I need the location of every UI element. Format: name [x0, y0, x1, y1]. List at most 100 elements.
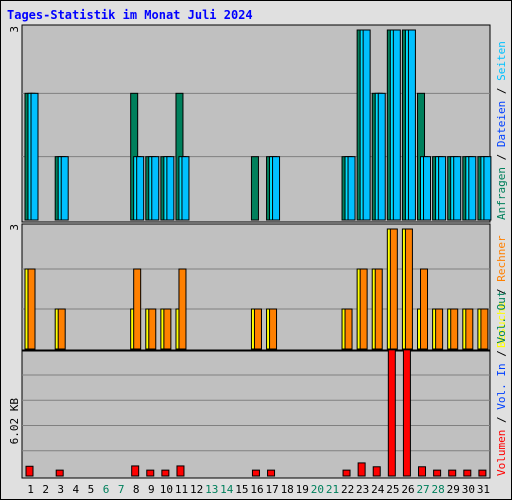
legend-entry: Rechner: [495, 235, 508, 282]
legend-entry: Dateien: [495, 101, 508, 147]
seiten-bar: [347, 156, 356, 221]
x-tick-label: 4: [73, 483, 80, 496]
chart-title: Tages-Statistik im Monat Juli 2024: [7, 8, 253, 22]
seiten-bar: [483, 156, 492, 221]
x-tick-label: 16: [250, 483, 263, 496]
volumen-bar: [402, 349, 411, 477]
x-tick-label: 23: [356, 483, 369, 496]
volumen-bar: [357, 462, 366, 477]
x-tick-label: 20: [311, 483, 324, 496]
legend-top: Anfragen / Dateien / Seiten: [495, 41, 508, 220]
volumen-bar: [25, 465, 34, 477]
x-tick-label: 21: [326, 483, 339, 496]
legend-separator: /: [495, 410, 508, 430]
volumen-bar: [418, 466, 427, 477]
rechner-bar: [359, 268, 368, 350]
rechner-bar: [269, 308, 278, 350]
plot-area-3: [21, 350, 491, 479]
rechner-bar: [420, 268, 429, 350]
volumen-bar: [448, 469, 457, 477]
legend-bottom: Volumen / Vol. In / Vol. Out: [495, 291, 508, 476]
seiten-bar: [362, 29, 371, 221]
x-tick-label: 9: [148, 483, 155, 496]
x-tick-label: 30: [462, 483, 475, 496]
rechner-bar: [374, 268, 383, 350]
seiten-bar: [392, 29, 401, 221]
rechner-bar: [480, 308, 489, 350]
rechner-bar: [389, 228, 398, 350]
seiten-bar: [166, 156, 175, 221]
legend-middle: Besuche / Rechner: [495, 235, 508, 348]
x-tick-label: 5: [88, 483, 95, 496]
x-tick-label: 6: [103, 483, 110, 496]
seiten-bar: [136, 156, 145, 221]
x-tick-label: 11: [175, 483, 188, 496]
volumen-bar: [372, 466, 381, 477]
legend-entry: Seiten: [495, 41, 508, 81]
seiten-bar: [423, 156, 432, 221]
legend-entry: Vol. In: [495, 363, 508, 409]
volumen-bar: [146, 469, 155, 477]
x-tick-label: 13: [205, 483, 218, 496]
legend-separator: /: [495, 282, 508, 302]
y-tick-label: 3: [8, 26, 21, 33]
legend-entry: Besuche: [495, 302, 508, 348]
x-tick-label: 17: [265, 483, 278, 496]
x-tick-label: 29: [447, 483, 460, 496]
x-tick-label: 24: [371, 483, 385, 496]
legend-separator: /: [495, 344, 508, 364]
seiten-bar: [438, 156, 447, 221]
x-tick-label: 28: [432, 483, 445, 496]
rechner-bar: [404, 228, 413, 350]
volumen-bar: [463, 469, 472, 477]
volumen-bar: [433, 469, 442, 477]
volumen-bar: [176, 465, 185, 477]
seiten-bar: [30, 92, 39, 221]
seiten-bar: [151, 156, 160, 221]
y-tick-label: 6.02 KB: [8, 398, 21, 445]
x-tick-label: 8: [133, 483, 140, 496]
anfragen-bar: [250, 156, 259, 221]
rechner-bar: [465, 308, 474, 350]
x-tick-label: 10: [160, 483, 173, 496]
rechner-bar: [57, 308, 66, 350]
x-tick-label: 14: [220, 483, 234, 496]
rechner-bar: [178, 268, 187, 350]
x-tick-label: 22: [341, 483, 354, 496]
x-tick-label: 27: [416, 483, 429, 496]
legend-entry: Vol. Out: [495, 291, 508, 344]
x-tick-label: 15: [235, 483, 248, 496]
rechner-bar: [253, 308, 262, 350]
x-tick-label: 31: [477, 483, 490, 496]
rechner-bar: [133, 268, 142, 350]
x-tick-label: 1: [27, 483, 34, 496]
volumen-bar: [251, 469, 260, 477]
seiten-bar: [60, 156, 69, 221]
volumen-bar: [387, 349, 396, 477]
seiten-bar: [453, 156, 462, 221]
y-tick-label: 3: [8, 224, 21, 231]
rechner-bar: [344, 308, 353, 350]
x-tick-label: 18: [281, 483, 294, 496]
rechner-bar: [148, 308, 157, 350]
seiten-bar: [377, 92, 386, 221]
x-tick-label: 26: [401, 483, 414, 496]
volumen-bar: [161, 469, 170, 477]
x-tick-label: 7: [118, 483, 125, 496]
volumen-bar: [55, 469, 64, 477]
volumen-bar: [342, 469, 351, 477]
seiten-bar: [181, 156, 190, 221]
x-tick-label: 3: [57, 483, 64, 496]
seiten-bar: [407, 29, 416, 221]
volumen-bar: [478, 469, 487, 477]
volumen-bar: [131, 465, 140, 477]
rechner-bar: [435, 308, 444, 350]
x-tick-label: 2: [42, 483, 49, 496]
x-tick-label: 12: [190, 483, 203, 496]
seiten-bar: [272, 156, 281, 221]
legend-separator: /: [495, 147, 508, 167]
seiten-bar: [468, 156, 477, 221]
legend-entry: Anfragen: [495, 167, 508, 220]
volumen-bar: [267, 469, 276, 477]
